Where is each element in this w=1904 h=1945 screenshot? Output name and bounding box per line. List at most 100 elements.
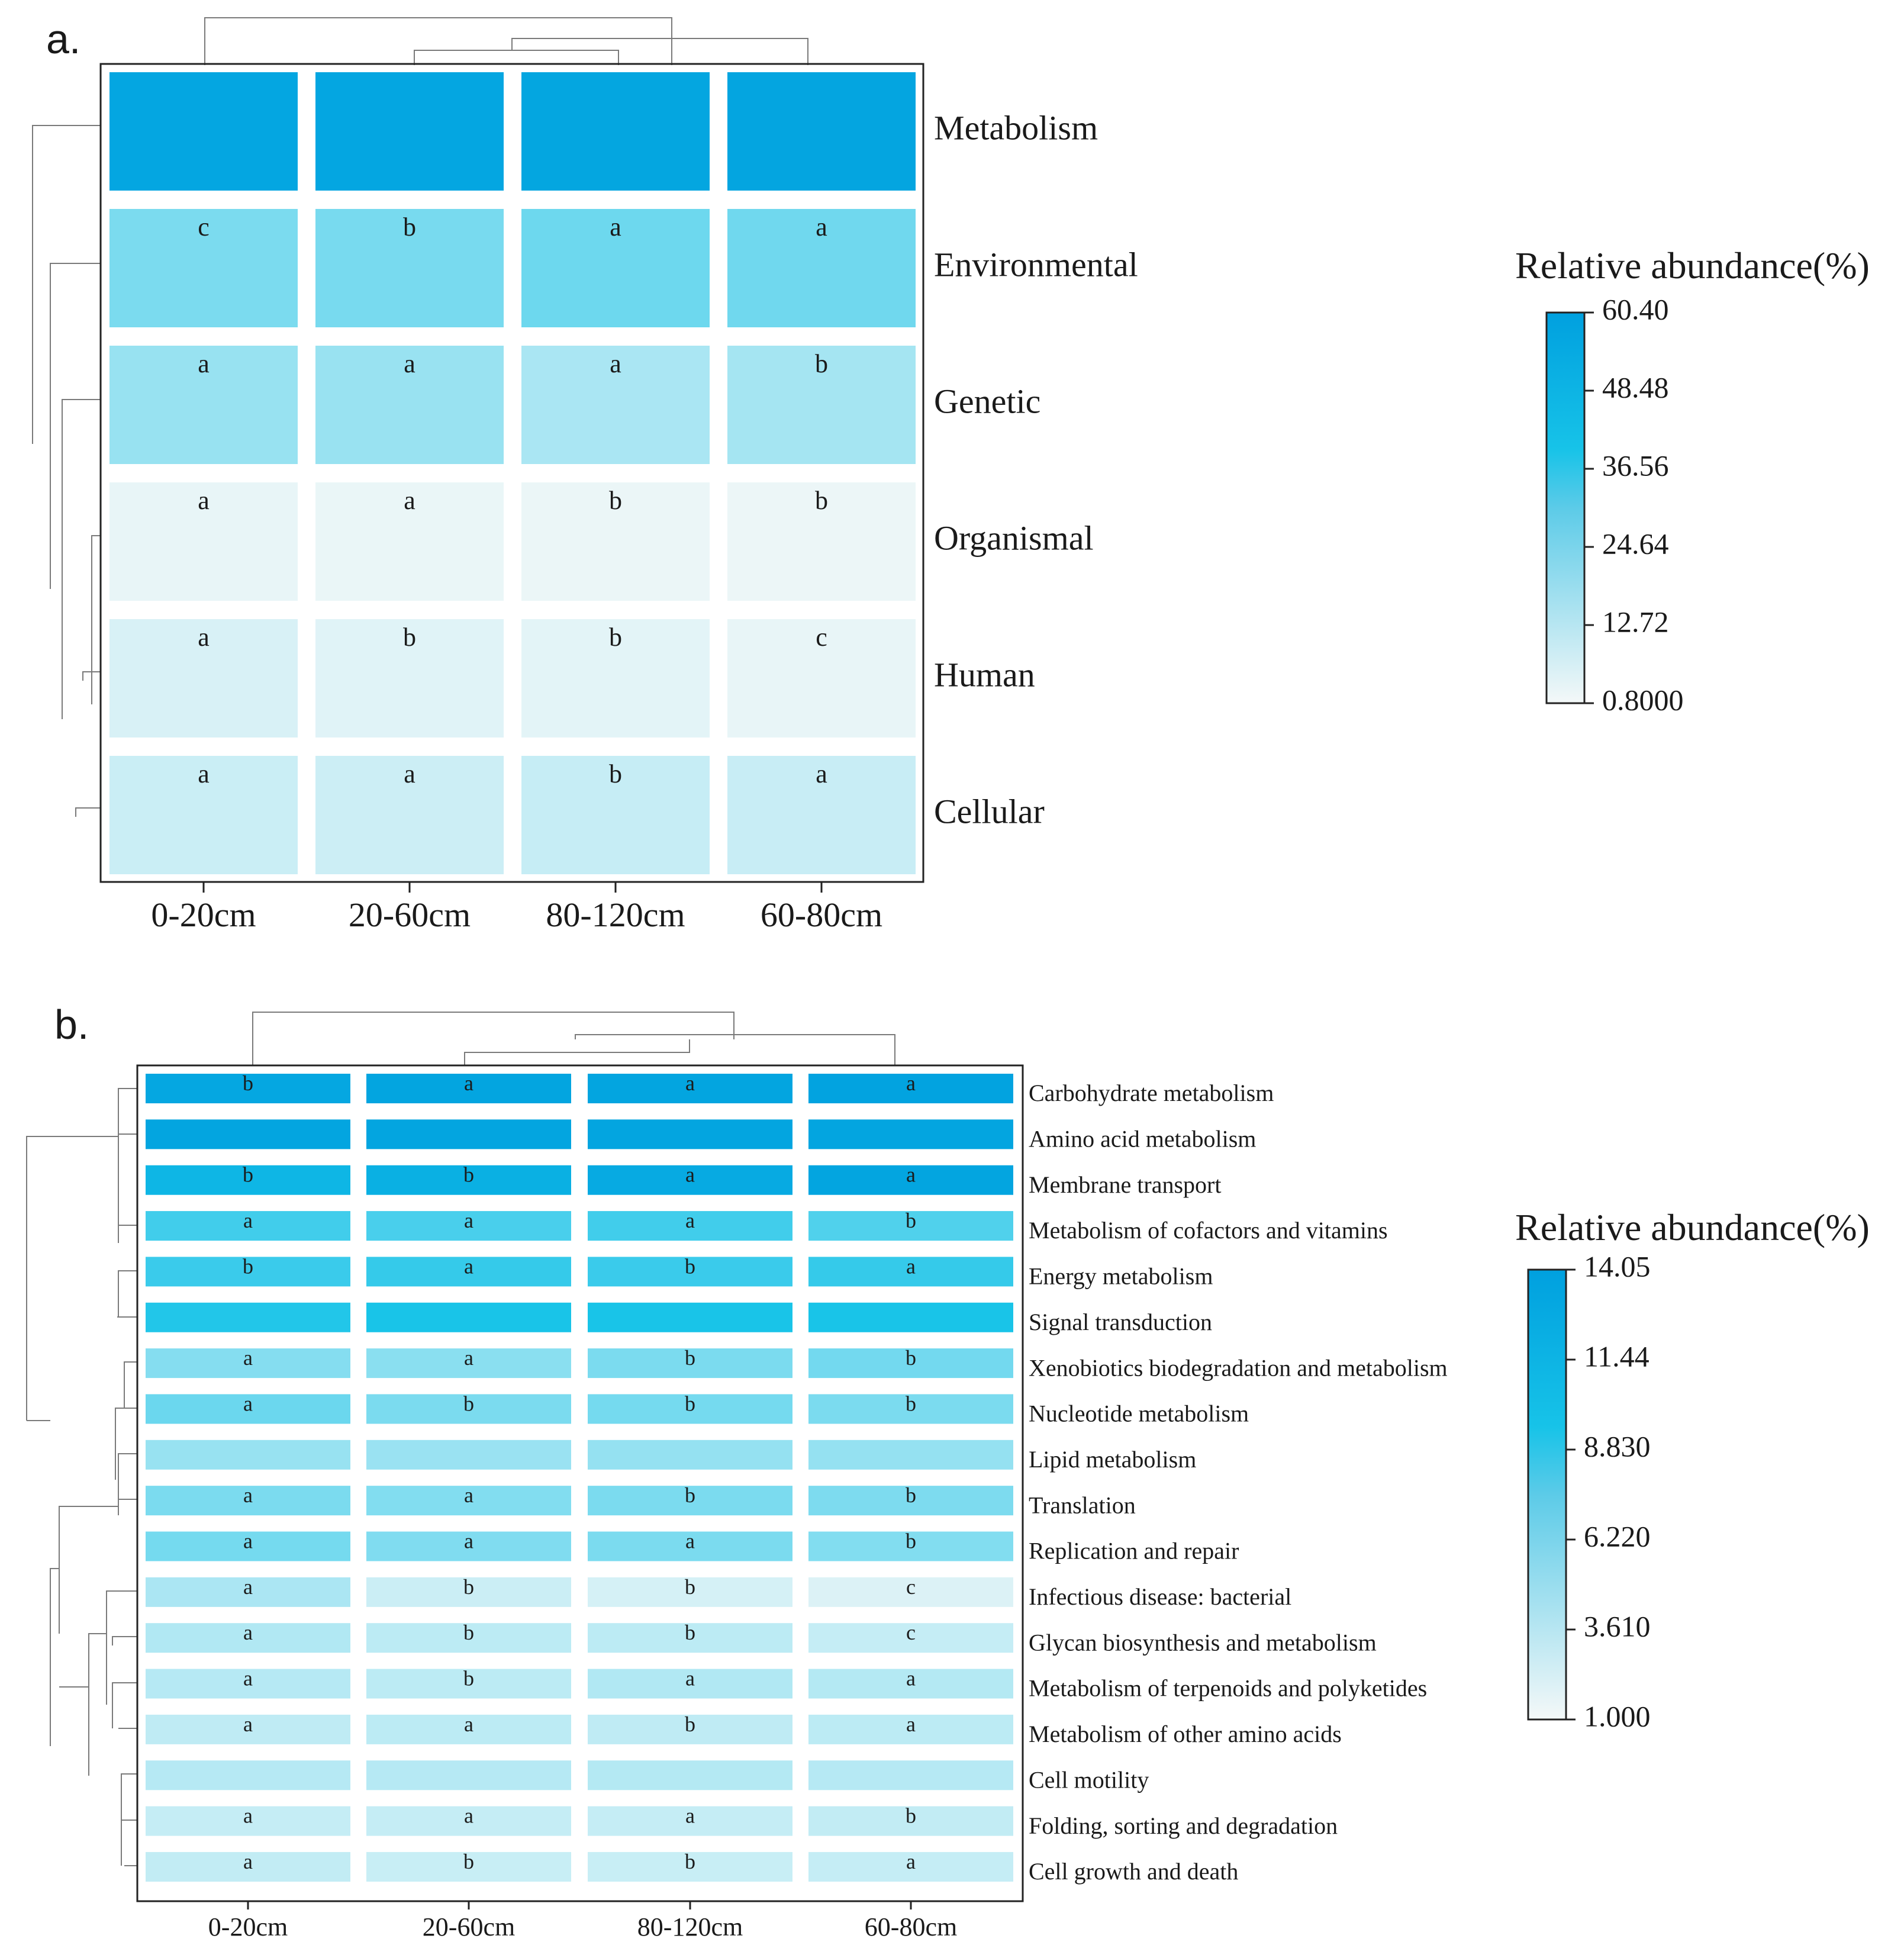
row-label: Lipid metabolism <box>1029 1446 1196 1473</box>
significance-letter: a <box>906 1712 916 1736</box>
significance-letter: b <box>243 1071 253 1095</box>
heatmap-cell <box>146 1348 350 1379</box>
heatmap-cell <box>588 1669 792 1699</box>
significance-letter: a <box>243 1209 253 1232</box>
row-dendrogram-branch <box>118 1225 137 1243</box>
significance-letter: a <box>464 1529 473 1553</box>
heatmap-cell <box>366 1394 571 1424</box>
colorbar-tick-label: 1.000 <box>1584 1699 1651 1733</box>
heatmap-cell <box>808 1440 1013 1470</box>
heatmap-cell <box>808 1623 1013 1653</box>
heatmap-cell <box>808 1577 1013 1607</box>
heatmap-cell <box>521 209 710 327</box>
significance-letter: a <box>685 1529 695 1553</box>
row-dendrogram-branch <box>106 1590 137 1705</box>
heatmap-cell <box>146 1257 350 1287</box>
colorbar-frame <box>1545 311 1586 704</box>
heatmap-cell <box>588 1577 792 1607</box>
row-label: Folding, sorting and degradation <box>1029 1812 1338 1839</box>
row-label: Amino acid metabolism <box>1029 1126 1256 1152</box>
heatmap-cell <box>588 1806 792 1836</box>
heatmap-cell <box>366 1211 571 1241</box>
significance-letter: c <box>198 212 210 241</box>
significance-letter: a <box>243 1804 253 1828</box>
heatmap-cell <box>366 1257 571 1287</box>
x-axis-label: 80-120cm <box>637 1912 743 1941</box>
significance-letter: a <box>610 212 621 241</box>
heatmap-cell <box>146 1165 350 1195</box>
heatmap-cell <box>315 756 504 874</box>
heatmap-cell <box>588 1257 792 1287</box>
plot-frame <box>136 1064 1024 1902</box>
heatmap-cell <box>588 1531 792 1561</box>
x-axis-label: 0-20cm <box>208 1912 288 1941</box>
heatmap-cell <box>521 482 710 601</box>
significance-letter: b <box>463 1621 474 1644</box>
significance-letter: c <box>906 1621 916 1644</box>
heatmap-cell <box>366 1577 571 1607</box>
heatmap-cell <box>366 1486 571 1516</box>
heatmap-cell <box>808 1486 1013 1516</box>
significance-letter: b <box>403 212 416 241</box>
colorbar-title: Relative abundance(%) <box>1515 244 1870 286</box>
significance-letter: b <box>685 1575 695 1599</box>
significance-letter: a <box>243 1346 253 1370</box>
significance-letter: a <box>906 1254 916 1278</box>
heatmap-cell <box>366 1714 571 1744</box>
significance-letter: b <box>906 1209 916 1232</box>
significance-letter: a <box>464 1346 473 1370</box>
heatmap-cell <box>146 1486 350 1516</box>
heatmap-panel-a: a. Metabolism c b a a Environmental a a a b Genetic… <box>32 16 1870 934</box>
row-label: Xenobiotics biodegradation and metabolis… <box>1029 1354 1448 1381</box>
significance-letter: b <box>609 759 622 788</box>
significance-letter: a <box>906 1850 916 1873</box>
heatmap-cell <box>727 619 916 738</box>
heatmap-cell <box>366 1851 571 1882</box>
x-axis-label: 0-20cm <box>151 896 256 934</box>
significance-letter: a <box>404 759 415 788</box>
plot-frame <box>99 63 924 883</box>
significance-letter: a <box>404 486 415 515</box>
heatmap-cell <box>588 1165 792 1195</box>
x-axis-label: 60-80cm <box>761 896 882 934</box>
heatmap-cell <box>146 1851 350 1882</box>
heatmap-cell <box>146 1119 350 1149</box>
significance-letter: b <box>243 1254 253 1278</box>
row-label: Glycan biosynthesis and metabolism <box>1029 1629 1377 1656</box>
significance-letter: b <box>403 623 416 652</box>
column-dendrogram-branch <box>414 50 619 65</box>
colorbar-tick-label: 3.610 <box>1584 1609 1651 1643</box>
heatmap-cell <box>366 1440 571 1470</box>
significance-letter: a <box>464 1254 473 1278</box>
significance-letter: a <box>243 1621 253 1644</box>
row-label: Metabolism <box>934 108 1098 147</box>
column-dendrogram-branch <box>511 38 808 65</box>
x-axis-label: 60-80cm <box>865 1912 957 1941</box>
heatmap-cell <box>146 1440 350 1470</box>
heatmap-cell <box>366 1074 571 1103</box>
heatmap-cell <box>109 482 298 601</box>
significance-letter: a <box>464 1712 473 1736</box>
row-dendrogram-branch <box>50 1568 59 1746</box>
row-label: Human <box>934 655 1035 694</box>
significance-letter: b <box>906 1392 916 1415</box>
significance-letter: a <box>198 486 210 515</box>
heatmap-cell <box>315 346 504 464</box>
significance-letter: b <box>685 1392 695 1415</box>
heatmap-cell <box>109 72 298 191</box>
row-label: Energy metabolism <box>1029 1263 1213 1290</box>
row-dendrogram-branch <box>75 807 101 817</box>
heatmap-cell <box>109 756 298 874</box>
row-label: Cell growth and death <box>1029 1858 1238 1885</box>
row-label: Metabolism of cofactors and vitamins <box>1029 1217 1388 1244</box>
significance-letter: a <box>685 1209 695 1232</box>
heatmap-cell <box>366 1119 571 1149</box>
significance-letter: a <box>685 1667 695 1690</box>
heatmap-cell <box>588 1119 792 1149</box>
colorbar-tick-label: 60.40 <box>1602 292 1669 326</box>
heatmap-cell <box>366 1760 571 1791</box>
significance-letter: a <box>610 349 621 378</box>
colorbar-title: Relative abundance(%) <box>1515 1206 1870 1248</box>
row-dendrogram-branch <box>82 671 101 681</box>
row-dendrogram-branch <box>118 1270 137 1317</box>
